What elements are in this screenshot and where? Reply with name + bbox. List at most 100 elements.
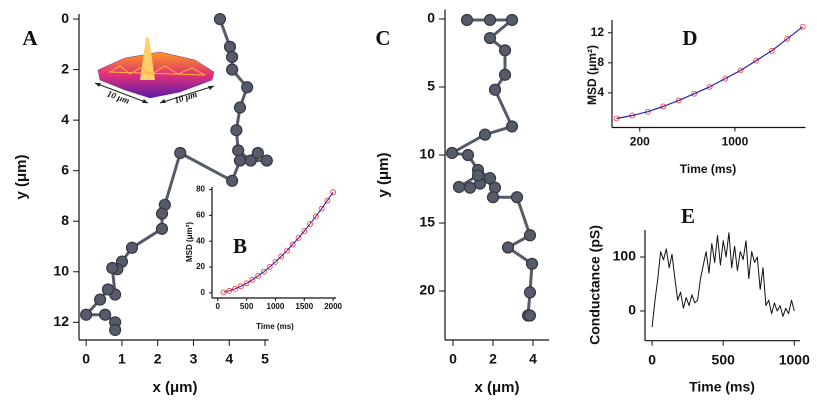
data-point bbox=[126, 242, 137, 253]
x-tick-label: 2000 bbox=[324, 302, 342, 311]
data-point bbox=[507, 121, 518, 132]
x-tick-label: 500 bbox=[712, 351, 736, 367]
x-axis-label: x (μm) bbox=[152, 379, 197, 396]
y-tick-label: 0 bbox=[61, 10, 69, 26]
figure: 012345024681012Ax (μm)y (μm)10 μm10 μm05… bbox=[0, 0, 817, 405]
data-point bbox=[175, 147, 186, 158]
data-point bbox=[224, 41, 235, 52]
y-tick-label: 40 bbox=[196, 236, 205, 245]
y-tick-label: 5 bbox=[427, 78, 435, 94]
data-point bbox=[231, 125, 242, 136]
data-point bbox=[95, 294, 106, 305]
y-tick-label: 80 bbox=[196, 185, 205, 194]
series-line bbox=[652, 233, 794, 328]
data-point bbox=[507, 14, 518, 25]
panel-label: A bbox=[22, 26, 38, 50]
x-tick-label: 1500 bbox=[295, 302, 313, 311]
data-point bbox=[454, 181, 465, 192]
y-tick-label: 10 bbox=[53, 262, 69, 278]
y-axis-label: y (μm) bbox=[13, 154, 30, 199]
y-axis-label: Conductance (pS) bbox=[587, 225, 603, 345]
y-tick-label: 20 bbox=[196, 262, 205, 271]
x-tick-label: 0 bbox=[648, 351, 656, 367]
data-point bbox=[527, 258, 538, 269]
y-tick-label: 20 bbox=[419, 282, 435, 298]
y-tick-label: 0 bbox=[427, 10, 435, 26]
data-point bbox=[447, 147, 458, 158]
data-point bbox=[102, 284, 113, 295]
series-line bbox=[452, 20, 532, 316]
y-tick-label: 0 bbox=[628, 302, 636, 318]
x-tick-label: 4 bbox=[225, 351, 233, 367]
x-tick-label: 0 bbox=[82, 351, 90, 367]
data-point bbox=[525, 230, 536, 241]
y-tick-label: 6 bbox=[61, 161, 69, 177]
data-point bbox=[488, 192, 499, 203]
data-point bbox=[462, 14, 473, 25]
data-point bbox=[485, 33, 496, 44]
x-tick-label: 2 bbox=[489, 351, 497, 367]
data-point bbox=[100, 309, 111, 320]
y-tick-label: 15 bbox=[419, 214, 435, 230]
annotation: 10 μm bbox=[106, 88, 131, 105]
y-axis-label: MSD (μm²) bbox=[585, 45, 599, 105]
data-point bbox=[107, 262, 118, 273]
data-point bbox=[500, 69, 511, 80]
y-tick-label: 0 bbox=[201, 288, 206, 297]
data-point bbox=[463, 150, 474, 161]
data-point bbox=[465, 182, 476, 193]
data-point bbox=[252, 147, 263, 158]
x-tick-label: 4 bbox=[529, 351, 537, 367]
x-axis-label: Time (ms) bbox=[689, 379, 755, 395]
data-point bbox=[214, 14, 225, 25]
y-tick-label: 2 bbox=[61, 60, 69, 76]
y-tick-label: 12 bbox=[591, 25, 605, 39]
data-point bbox=[485, 14, 496, 25]
panel-label: B bbox=[233, 234, 247, 258]
data-point bbox=[480, 129, 491, 140]
data-point bbox=[500, 45, 511, 56]
data-point bbox=[503, 242, 514, 253]
y-tick-label: 4 bbox=[61, 111, 69, 127]
x-tick-label: 1 bbox=[118, 351, 126, 367]
x-tick-label: 1000 bbox=[722, 135, 749, 149]
panel-label: D bbox=[682, 26, 697, 50]
y-tick-label: 60 bbox=[196, 211, 205, 220]
x-axis-label: x (μm) bbox=[474, 379, 519, 396]
y-tick-label: 8 bbox=[61, 212, 69, 228]
x-tick-label: 5 bbox=[261, 351, 269, 367]
y-axis-label: MSD (μm²) bbox=[185, 222, 194, 262]
data-point bbox=[234, 155, 245, 166]
x-tick-label: 0 bbox=[449, 351, 457, 367]
x-tick-label: 200 bbox=[630, 135, 650, 149]
data-point bbox=[261, 155, 272, 166]
x-axis-label: Time (ms) bbox=[680, 162, 736, 176]
data-point bbox=[156, 223, 167, 234]
series-line bbox=[617, 27, 803, 119]
data-point bbox=[512, 192, 523, 203]
x-tick-label: 2 bbox=[154, 351, 162, 367]
x-axis-label: Time (ms) bbox=[256, 322, 294, 331]
data-point bbox=[81, 309, 92, 320]
y-tick-label: 100 bbox=[613, 248, 637, 264]
y-axis-label: y (μm) bbox=[375, 152, 392, 197]
x-tick-label: 1000 bbox=[779, 351, 810, 367]
inset-background bbox=[206, 180, 340, 335]
data-point bbox=[490, 84, 501, 95]
x-tick-label: 1000 bbox=[267, 302, 285, 311]
data-point bbox=[110, 324, 121, 335]
y-tick-label: 12 bbox=[53, 313, 69, 329]
data-point bbox=[525, 287, 536, 298]
data-point bbox=[156, 208, 167, 219]
panel-label: C bbox=[375, 26, 390, 50]
data-point bbox=[473, 170, 484, 181]
data-point bbox=[234, 102, 245, 113]
data-point bbox=[242, 82, 253, 93]
x-tick-label: 3 bbox=[190, 351, 198, 367]
data-point bbox=[227, 175, 238, 186]
panel-label: E bbox=[681, 204, 695, 228]
data-point bbox=[227, 51, 238, 62]
data-point bbox=[233, 145, 244, 156]
data-point bbox=[227, 64, 238, 75]
x-tick-label: 500 bbox=[240, 302, 254, 311]
